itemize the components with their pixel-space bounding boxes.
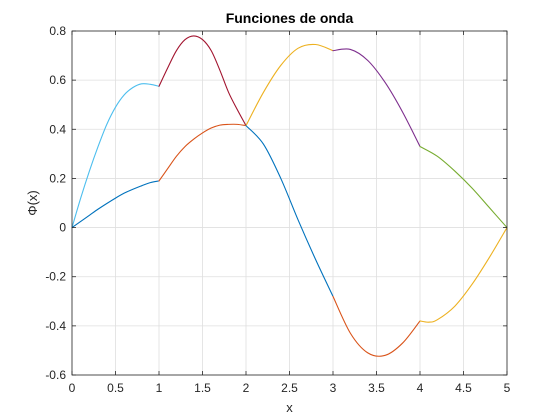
x-tick-label: 4 (417, 381, 424, 395)
series-line-1 (71, 180, 160, 229)
y-tick-label: -0.6 (45, 368, 66, 382)
x-tick-label: 3.5 (368, 381, 385, 395)
series-line-2 (158, 35, 247, 127)
x-tick-label: 1.5 (194, 381, 211, 395)
x-tick-label: 0 (69, 381, 76, 395)
series-line-0 (71, 83, 160, 229)
x-tick-label: 5 (504, 381, 511, 395)
y-tick-label: -0.2 (45, 270, 66, 284)
series-line-7 (332, 295, 421, 357)
y-tick-label: -0.4 (45, 319, 66, 333)
data-series (71, 35, 508, 357)
series-line-3 (158, 123, 247, 182)
y-tick-label: 0.4 (49, 122, 66, 136)
x-tick-label: 3 (330, 381, 337, 395)
series-line-9 (419, 227, 508, 323)
x-axis-label: x (286, 400, 293, 415)
series-line-5 (245, 125, 334, 297)
y-tick-label: 0.6 (49, 73, 66, 87)
y-axis-label: Φ(x) (25, 190, 40, 216)
series-line-8 (419, 145, 508, 229)
series-line-4 (245, 43, 334, 127)
y-tick-label: 0.8 (49, 24, 66, 38)
series-line-6 (332, 48, 421, 148)
x-tick-label: 2 (243, 381, 250, 395)
x-tick-label: 4.5 (455, 381, 472, 395)
x-tick-label: 2.5 (281, 381, 298, 395)
x-tick-label: 0.5 (107, 381, 124, 395)
chart-title: Funciones de onda (226, 10, 354, 26)
y-tick-label: 0 (59, 221, 66, 235)
ticks: 0 0.5 1 1.5 2 2.5 3 3.5 4 4.5 5 -0.6 -0.4 -0.2 0 0.2 0.4… (45, 24, 510, 395)
y-tick-label: 0.2 (49, 171, 66, 185)
x-tick-label: 1 (156, 381, 163, 395)
